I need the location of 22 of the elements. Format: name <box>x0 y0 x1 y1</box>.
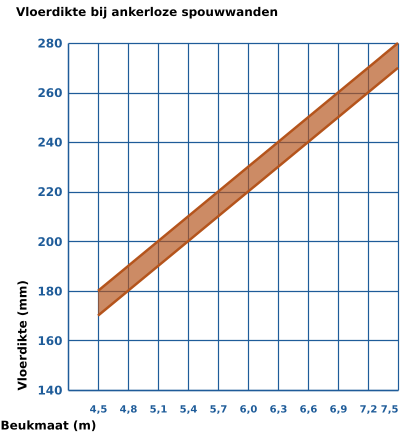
y-tick-label: 280 <box>37 36 62 50</box>
x-tick-label: 7,2 <box>360 404 378 416</box>
y-tick-label: 260 <box>37 86 62 100</box>
y-tick-label: 140 <box>37 384 62 398</box>
y-axis-title: Vloerdikte (mm) <box>15 280 30 390</box>
x-tick-label: 6,0 <box>240 404 258 416</box>
x-tick-label: 6,9 <box>330 404 348 416</box>
x-tick-label: 6,3 <box>270 404 288 416</box>
x-tick-label: 7,5 <box>380 404 399 416</box>
chart-title: Vloerdikte bij ankerloze spouwwanden <box>16 5 278 19</box>
x-tick-label: 5,4 <box>180 404 198 416</box>
x-tick-label: 6,6 <box>300 404 318 416</box>
x-tick-label: 4,5 <box>90 404 108 416</box>
y-tick-label: 200 <box>37 234 62 249</box>
y-tick-label: 240 <box>37 136 62 150</box>
y-tick-label: 180 <box>37 284 62 298</box>
x-tick-label: 4,8 <box>120 404 138 416</box>
x-axis-title: Beukmaat (m) <box>0 418 96 432</box>
y-tick-label: 220 <box>37 185 62 200</box>
x-tick-label: 5,1 <box>150 404 168 416</box>
y-tick-label: 160 <box>37 334 62 348</box>
x-tick-label: 5,7 <box>210 404 228 416</box>
